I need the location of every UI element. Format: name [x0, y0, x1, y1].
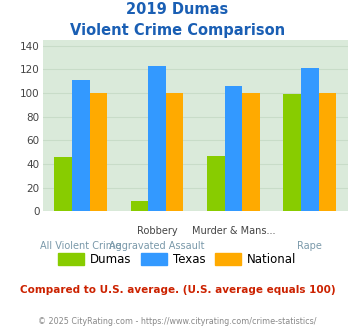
Bar: [242, 93, 260, 211]
Bar: [148, 66, 166, 211]
Bar: [89, 93, 107, 211]
Text: 2019 Dumas: 2019 Dumas: [126, 2, 229, 16]
Text: Robbery: Robbery: [137, 226, 178, 236]
Legend: Dumas, Texas, National: Dumas, Texas, National: [54, 248, 301, 271]
Text: Compared to U.S. average. (U.S. average equals 100): Compared to U.S. average. (U.S. average …: [20, 285, 335, 295]
Bar: [54, 157, 72, 211]
Text: Violent Crime Comparison: Violent Crime Comparison: [70, 23, 285, 38]
Bar: [166, 93, 184, 211]
Bar: [72, 80, 89, 211]
Bar: [301, 68, 318, 211]
Text: All Violent Crime: All Violent Crime: [40, 241, 121, 251]
Text: Rape: Rape: [297, 241, 322, 251]
Bar: [318, 93, 336, 211]
Bar: [283, 94, 301, 211]
Bar: [207, 155, 225, 211]
Bar: [131, 201, 148, 211]
Text: © 2025 CityRating.com - https://www.cityrating.com/crime-statistics/: © 2025 CityRating.com - https://www.city…: [38, 317, 317, 326]
Text: Aggravated Assault: Aggravated Assault: [109, 241, 205, 251]
Text: Murder & Mans...: Murder & Mans...: [192, 226, 275, 236]
Bar: [225, 86, 242, 211]
